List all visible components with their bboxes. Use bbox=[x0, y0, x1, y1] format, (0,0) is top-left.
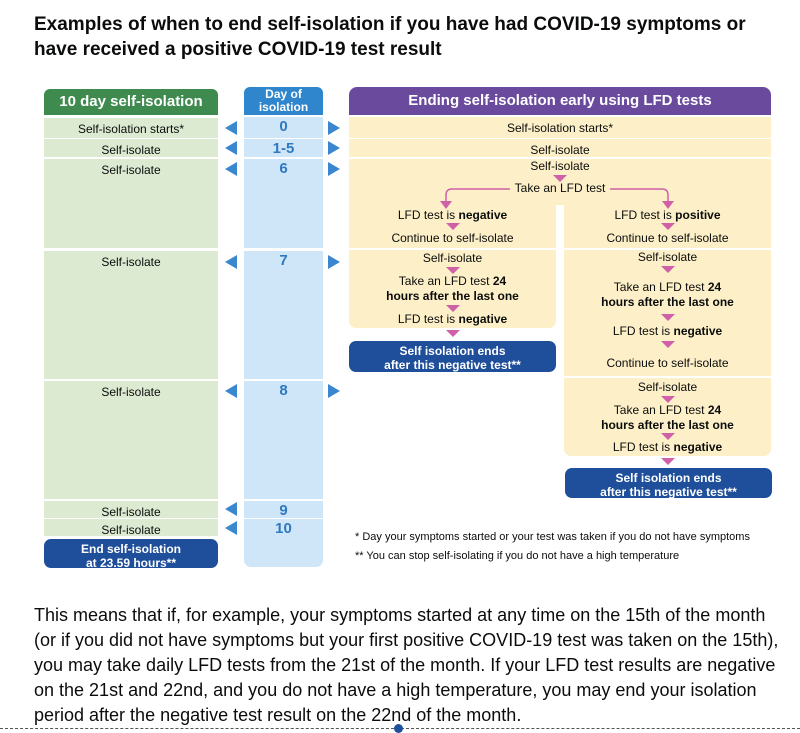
neg-prefix: LFD test is bbox=[612, 440, 674, 454]
day-cell-9: 9 bbox=[244, 501, 323, 519]
take-24-bold1: 24 bbox=[707, 403, 722, 417]
neg-prefix: LFD test is bbox=[397, 208, 459, 222]
arrow-left-icon bbox=[225, 502, 237, 516]
day7-right-isolate: Self-isolate bbox=[637, 250, 698, 264]
positive-word: positive bbox=[675, 208, 721, 222]
right-branch-continue: Continue to self-isolate bbox=[606, 231, 729, 245]
take-24-prefix: Take an LFD test bbox=[613, 403, 708, 417]
resize-handle[interactable] bbox=[394, 724, 403, 733]
arrow-right-icon bbox=[328, 384, 340, 398]
pink-arrow-down-icon bbox=[661, 458, 675, 465]
day6-self-isolate: Self-isolate bbox=[530, 159, 590, 173]
day-cell-0: 0 bbox=[244, 117, 323, 138]
end-line2: at 23.59 hours** bbox=[85, 556, 177, 570]
footnote-1: * Day your symptoms started or your test… bbox=[355, 531, 750, 543]
pink-arrow-down-icon bbox=[661, 341, 675, 348]
left-row-day-9: Self-isolate bbox=[44, 501, 218, 519]
right-ends-box: Self isolation ends after this negative … bbox=[565, 468, 772, 499]
pink-arrow-down-icon bbox=[661, 314, 675, 321]
arrow-left-icon bbox=[225, 255, 237, 269]
pink-arrow-down-icon bbox=[446, 330, 460, 337]
day-header-line2: isolation bbox=[258, 100, 309, 114]
take-24-bold2: hours after the last one bbox=[386, 289, 519, 303]
ten-day-header: 10 day self-isolation bbox=[44, 89, 218, 115]
day7-left-take-24: Take an LFD test 24 hours after the last … bbox=[349, 274, 556, 304]
right-row-isolate: Self-isolate bbox=[349, 139, 771, 157]
left-row-day-10: Self-isolate bbox=[44, 519, 218, 537]
arrow-right-icon bbox=[328, 255, 340, 269]
day7-right-continue: Continue to self-isolate bbox=[606, 356, 729, 370]
negative-word: negative bbox=[458, 208, 508, 222]
ends-line1: Self isolation ends bbox=[399, 344, 506, 358]
left-row-day-1-5: Self-isolate bbox=[44, 139, 218, 157]
day-cell-8: 8 bbox=[244, 381, 323, 499]
left-branch-result: LFD test is negative bbox=[349, 208, 556, 223]
arrow-left-icon bbox=[225, 384, 237, 398]
right-left-branch-block bbox=[349, 248, 556, 328]
left-row-day-8: Self-isolate bbox=[44, 381, 218, 499]
ends-line2: after this negative test** bbox=[600, 485, 737, 499]
branch-arrows-icon bbox=[440, 188, 674, 209]
day8-right-take-24: Take an LFD test 24 hours after the last … bbox=[564, 403, 771, 433]
left-ends-box: Self isolation ends after this negative … bbox=[349, 341, 556, 372]
day6-take-lfd: Take an LFD test bbox=[514, 181, 606, 195]
day-header-line1: Day of bbox=[265, 87, 302, 101]
day7-left-isolate: Self-isolate bbox=[422, 251, 483, 265]
arrow-right-icon bbox=[328, 141, 340, 155]
page-heading: Examples of when to end self-isolation i… bbox=[34, 14, 746, 60]
arrow-left-icon bbox=[225, 162, 237, 176]
pink-arrow-down-icon bbox=[661, 433, 675, 440]
day8-right-result: LFD test is negative bbox=[564, 440, 771, 455]
arrow-left-icon bbox=[225, 121, 237, 135]
pink-arrow-down-icon bbox=[661, 266, 675, 273]
pink-arrow-down-icon bbox=[446, 305, 460, 312]
pos-prefix: LFD test is bbox=[614, 208, 676, 222]
left-row-day-6: Self-isolate bbox=[44, 159, 218, 248]
day-cell-1-5: 1-5 bbox=[244, 139, 323, 157]
pink-arrow-down-icon bbox=[553, 175, 567, 182]
branch-gap bbox=[556, 205, 564, 335]
pink-arrow-down-icon bbox=[661, 396, 675, 403]
right-right-day8-block bbox=[564, 378, 771, 456]
pink-arrow-down-icon bbox=[446, 223, 460, 230]
pink-arrow-down-icon bbox=[446, 267, 460, 274]
right-branch-result: LFD test is positive bbox=[564, 208, 771, 223]
day7-right-result: LFD test is negative bbox=[564, 324, 771, 339]
left-row-day-0: Self-isolation starts* bbox=[44, 118, 218, 138]
footnote-2: ** You can stop self-isolating if you do… bbox=[355, 550, 680, 562]
take-24-prefix: Take an LFD test bbox=[398, 274, 493, 288]
pink-arrow-down-icon bbox=[661, 223, 675, 230]
right-row-starts: Self-isolation starts* bbox=[349, 117, 771, 138]
day8-right-isolate: Self-isolate bbox=[637, 380, 698, 394]
arrow-left-icon bbox=[225, 141, 237, 155]
lfd-header: Ending self-isolation early using LFD te… bbox=[349, 87, 771, 115]
negative-word: negative bbox=[673, 324, 723, 338]
arrow-left-icon bbox=[225, 521, 237, 535]
take-24-bold1: 24 bbox=[492, 274, 507, 288]
day-of-isolation-header: Day of isolation bbox=[244, 87, 323, 115]
arrow-right-icon bbox=[328, 162, 340, 176]
negative-word: negative bbox=[673, 440, 723, 454]
day-cell-7: 7 bbox=[244, 251, 323, 379]
day-cell-6: 6 bbox=[244, 159, 323, 248]
explanation-paragraph: This means that if, for example, your sy… bbox=[34, 605, 779, 725]
day-cell-10: 10 bbox=[244, 519, 323, 567]
ends-line1: Self isolation ends bbox=[615, 471, 722, 485]
arrow-right-icon bbox=[328, 121, 340, 135]
left-branch-continue: Continue to self-isolate bbox=[391, 231, 514, 245]
take-24-bold1: 24 bbox=[707, 280, 722, 294]
take-24-bold2: hours after the last one bbox=[601, 295, 734, 309]
neg-prefix: LFD test is bbox=[612, 324, 674, 338]
end-line1: End self-isolation bbox=[80, 542, 181, 556]
take-24-bold2: hours after the last one bbox=[601, 418, 734, 432]
day7-left-result: LFD test is negative bbox=[349, 312, 556, 327]
row-separator bbox=[564, 376, 771, 378]
take-24-prefix: Take an LFD test bbox=[613, 280, 708, 294]
left-row-day-7: Self-isolate bbox=[44, 251, 218, 379]
day7-right-take-24: Take an LFD test 24 hours after the last … bbox=[564, 280, 771, 310]
ends-line2: after this negative test** bbox=[384, 358, 521, 372]
neg-prefix: LFD test is bbox=[397, 312, 459, 326]
negative-word: negative bbox=[458, 312, 508, 326]
end-self-isolation-box: End self-isolation at 23.59 hours** bbox=[44, 539, 218, 570]
